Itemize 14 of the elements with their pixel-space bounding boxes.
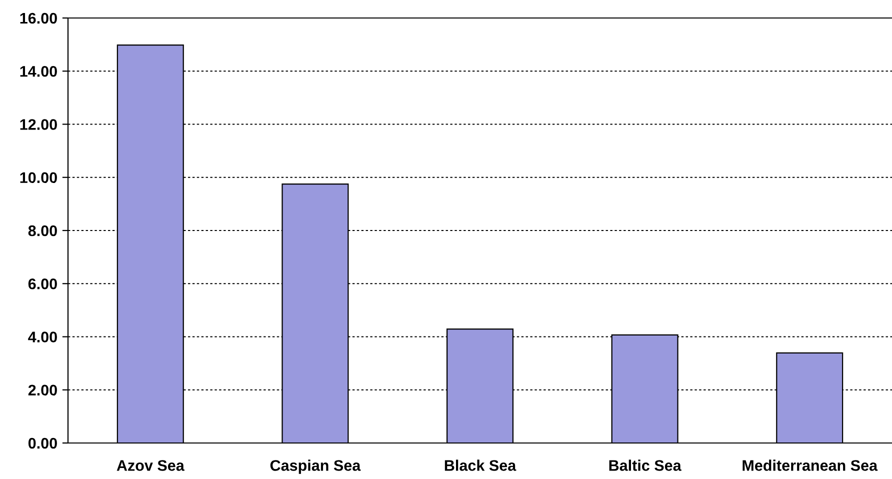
x-tick-label: Baltic Sea: [609, 460, 682, 471]
y-tick-label: 8.00: [28, 225, 57, 236]
x-tick-label: Caspian Sea: [270, 460, 361, 474]
y-tick-label: 0.00: [28, 438, 57, 449]
y-tick-label: 2.00: [28, 384, 57, 396]
x-tick-label: Black Sea: [444, 460, 516, 471]
x-tick-label: Mediterranean Sea: [742, 460, 878, 471]
y-tick-label: 6.00: [28, 278, 57, 290]
y-tick-label: 12.00: [20, 119, 57, 130]
y-tick-label: 4.00: [28, 332, 57, 342]
x-tick-label: Azov Sea: [116, 460, 184, 471]
y-tick-label: 14.00: [20, 66, 57, 77]
y-tick-label: 10.00: [20, 172, 57, 184]
y-tick-label: 16.00: [20, 12, 57, 24]
